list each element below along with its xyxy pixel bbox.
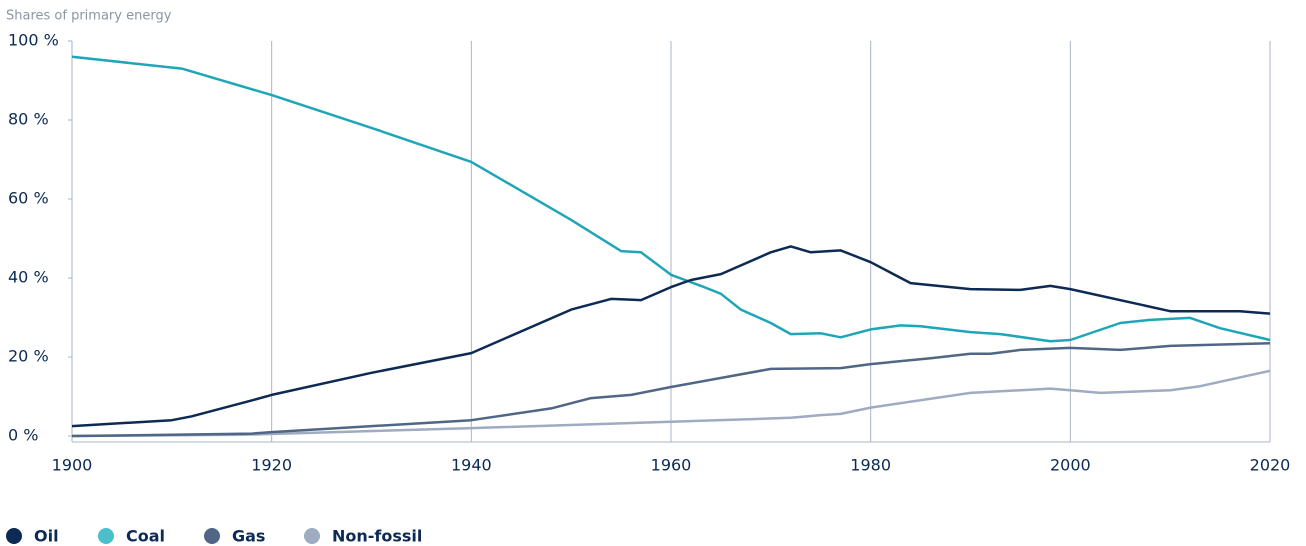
y-tick-label: 0 % — [8, 426, 38, 445]
legend-swatch — [304, 528, 320, 544]
x-tick-label: 1920 — [251, 456, 292, 475]
series-line — [71, 245, 1271, 428]
legend-swatch — [98, 528, 114, 544]
y-tick-label: 60 % — [8, 189, 49, 208]
y-tick-label: 20 % — [8, 347, 49, 366]
y-tick-label: 80 % — [8, 110, 49, 129]
y-tick-label: 40 % — [8, 268, 49, 287]
x-tick-label: 1940 — [451, 456, 492, 475]
chart-subtitle: Shares of primary energy — [6, 9, 172, 24]
legend-label: Oil — [34, 527, 59, 546]
legend-label: Non-fossil — [332, 527, 422, 546]
x-tick-label: 1980 — [850, 456, 891, 475]
legend-label: Gas — [232, 527, 265, 546]
legend-swatch — [6, 528, 22, 544]
series-line — [71, 55, 1271, 343]
series-line — [71, 341, 1271, 438]
y-tick-label: 100 % — [8, 31, 59, 50]
legend-label: Coal — [126, 527, 165, 546]
x-tick-label: 2000 — [1050, 456, 1091, 475]
x-tick-label: 1900 — [52, 456, 93, 475]
legend-swatch — [204, 528, 220, 544]
x-tick-label: 1960 — [651, 456, 692, 475]
series-line — [71, 369, 1271, 438]
x-tick-label: 2020 — [1250, 456, 1291, 475]
